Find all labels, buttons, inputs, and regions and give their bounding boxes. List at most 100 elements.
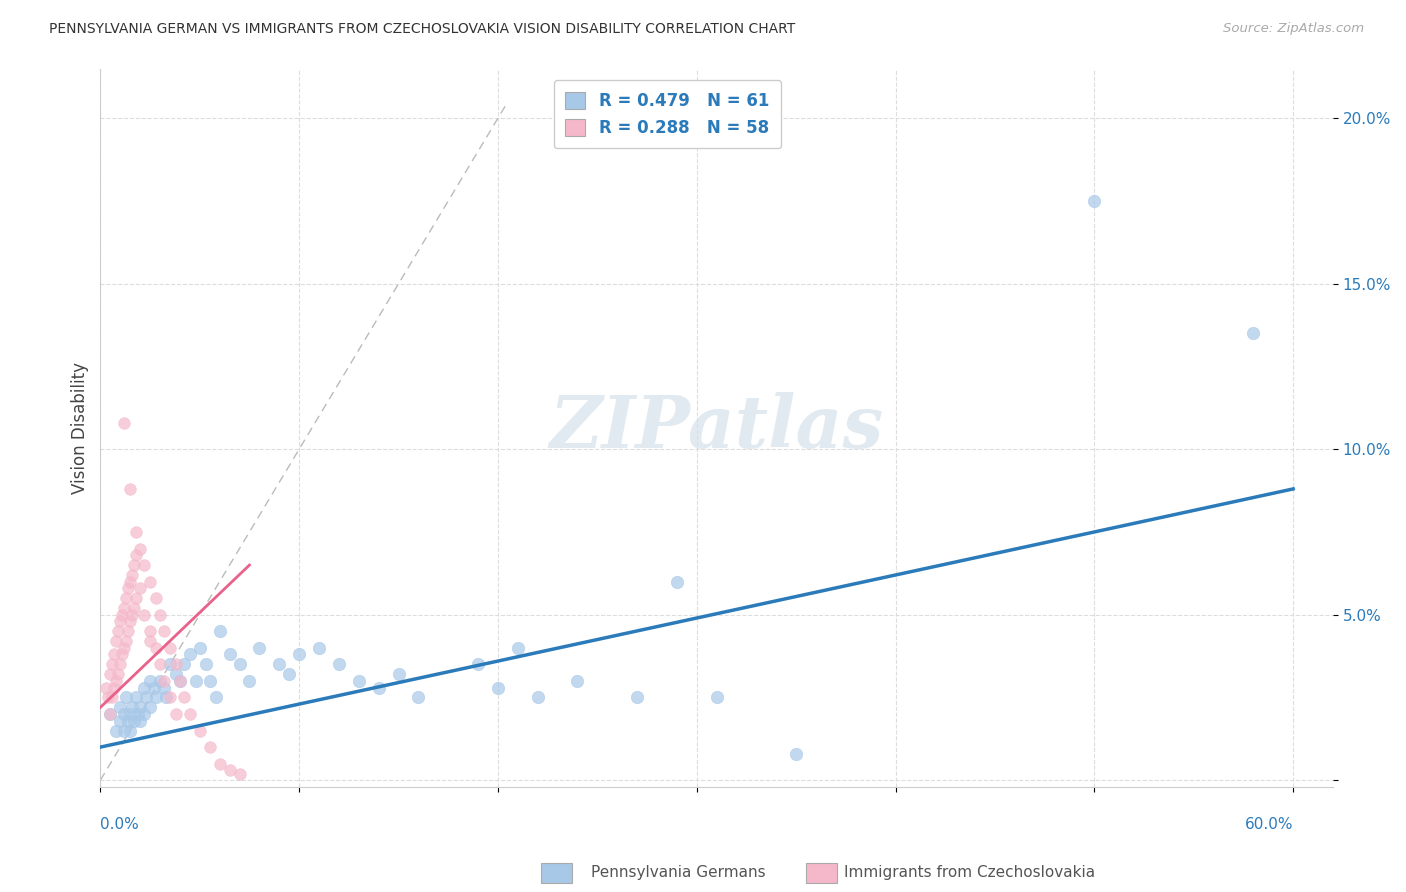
Text: Source: ZipAtlas.com: Source: ZipAtlas.com: [1223, 22, 1364, 36]
Point: [105, 723, 128, 738]
Point: [98, 706, 121, 721]
Point: [122, 601, 145, 615]
Point: [122, 714, 145, 728]
Point: [169, 673, 191, 688]
Point: [125, 548, 148, 562]
Point: [486, 681, 509, 695]
Point: [112, 416, 135, 430]
Point: [103, 648, 125, 662]
Point: [308, 640, 330, 655]
Point: [127, 706, 149, 721]
Point: [218, 764, 240, 778]
Point: [159, 657, 181, 672]
Point: [105, 634, 128, 648]
Point: [165, 667, 187, 681]
Text: ZIPatlas: ZIPatlas: [550, 392, 884, 463]
Point: [408, 690, 430, 705]
Point: [103, 681, 125, 695]
Point: [626, 690, 648, 705]
Point: [129, 700, 152, 714]
Point: [149, 673, 172, 688]
Point: [153, 624, 176, 639]
Point: [120, 615, 142, 629]
Point: [110, 615, 132, 629]
Point: [1083, 194, 1105, 208]
Point: [145, 591, 167, 606]
Text: Pennsylvania Germans: Pennsylvania Germans: [591, 865, 765, 880]
Point: [121, 700, 143, 714]
Point: [112, 601, 135, 615]
Point: [98, 667, 121, 681]
Text: 60.0%: 60.0%: [1244, 817, 1294, 832]
Point: [132, 681, 155, 695]
Point: [122, 558, 145, 572]
Point: [112, 640, 135, 655]
Point: [328, 657, 350, 672]
Point: [198, 673, 221, 688]
Point: [159, 640, 181, 655]
Text: PENNSYLVANIA GERMAN VS IMMIGRANTS FROM CZECHOSLOVAKIA VISION DISABILITY CORRELAT: PENNSYLVANIA GERMAN VS IMMIGRANTS FROM C…: [49, 22, 796, 37]
Point: [145, 640, 167, 655]
Point: [120, 706, 142, 721]
Point: [218, 648, 240, 662]
Point: [117, 581, 139, 595]
Legend: R = 0.479   N = 61, R = 0.288   N = 58: R = 0.479 N = 61, R = 0.288 N = 58: [554, 80, 780, 148]
Point: [1241, 326, 1264, 341]
Point: [129, 541, 152, 556]
Point: [105, 673, 128, 688]
Point: [129, 581, 152, 595]
Point: [169, 673, 191, 688]
Point: [567, 673, 589, 688]
Point: [107, 667, 129, 681]
Point: [110, 700, 132, 714]
Point: [115, 591, 138, 606]
Point: [247, 640, 270, 655]
Point: [149, 607, 172, 622]
Text: Immigrants from Czechoslovakia: Immigrants from Czechoslovakia: [844, 865, 1095, 880]
Point: [135, 690, 157, 705]
Point: [198, 740, 221, 755]
Point: [132, 607, 155, 622]
Point: [110, 657, 132, 672]
Point: [269, 657, 291, 672]
Point: [139, 574, 162, 589]
Point: [115, 690, 138, 705]
Point: [98, 706, 121, 721]
Point: [120, 574, 142, 589]
Point: [278, 667, 301, 681]
Point: [204, 690, 226, 705]
Point: [706, 690, 728, 705]
Point: [117, 714, 139, 728]
Point: [467, 657, 489, 672]
Point: [121, 607, 143, 622]
Point: [173, 657, 195, 672]
Point: [526, 690, 548, 705]
Point: [188, 640, 211, 655]
Point: [665, 574, 688, 589]
Point: [194, 657, 217, 672]
Point: [208, 756, 231, 771]
Point: [288, 648, 311, 662]
Point: [112, 706, 135, 721]
Point: [120, 482, 142, 496]
Point: [112, 723, 135, 738]
Point: [120, 723, 142, 738]
Point: [117, 624, 139, 639]
Point: [97, 690, 120, 705]
Point: [101, 690, 124, 705]
Point: [139, 700, 162, 714]
Point: [228, 766, 250, 780]
Point: [111, 648, 134, 662]
Point: [153, 681, 176, 695]
Point: [506, 640, 529, 655]
Point: [367, 681, 389, 695]
Point: [143, 681, 166, 695]
Point: [155, 690, 177, 705]
Point: [139, 624, 162, 639]
Point: [145, 690, 167, 705]
Point: [179, 648, 201, 662]
Point: [107, 624, 129, 639]
Point: [121, 568, 143, 582]
Point: [96, 681, 118, 695]
Point: [387, 667, 409, 681]
